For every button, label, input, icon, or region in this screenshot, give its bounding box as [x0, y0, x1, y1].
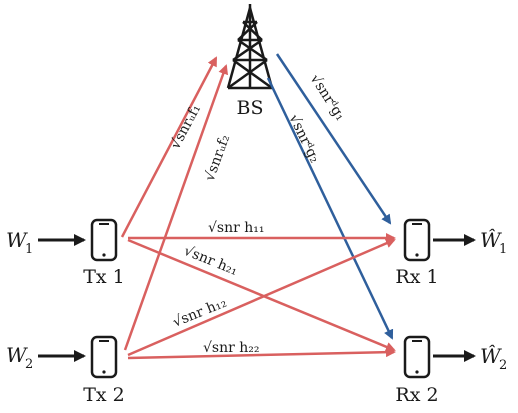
- uplink-links: [120, 56, 229, 351]
- downlink-links: [266, 53, 394, 340]
- channel-f2-label: √snrᵤf₂: [202, 133, 234, 184]
- message-w2: W 2: [6, 343, 86, 372]
- estimate-w2: Ŵ 2: [433, 344, 507, 373]
- channel-h11-label: √snr h₁₁: [208, 220, 265, 236]
- uplink-f2-arrow: [123, 64, 229, 351]
- downlink-g1-arrow: [275, 53, 392, 225]
- svg-text:1: 1: [25, 242, 33, 257]
- tx1-smartphone-icon: [90, 218, 118, 262]
- downlink-g2-arrow: [266, 77, 394, 340]
- svg-text:W: W: [6, 228, 28, 252]
- link-h22-arrow: [127, 347, 396, 360]
- message-w1: W 1: [6, 228, 86, 257]
- channel-g1-label: √snrᵈg₁: [307, 71, 349, 123]
- uplink-f1-arrow: [120, 56, 218, 238]
- tx2-smartphone-icon: [90, 335, 118, 379]
- svg-text:2: 2: [499, 358, 507, 373]
- tx1-label: Tx 1: [83, 266, 125, 288]
- svg-text:Ŵ: Ŵ: [480, 228, 502, 252]
- link-h21-arrow: [127, 238, 396, 352]
- estimate-w1: Ŵ 1: [433, 228, 507, 257]
- link-h12-arrow: [127, 238, 396, 357]
- bs-label: BS: [237, 97, 264, 119]
- rx2-smartphone-icon: [403, 335, 431, 379]
- rx1-label: Rx 1: [395, 266, 438, 288]
- svg-text:W: W: [6, 343, 28, 367]
- svg-text:1: 1: [499, 242, 507, 257]
- rx1-smartphone-icon: [403, 218, 431, 262]
- cell-tower-icon: [226, 4, 274, 90]
- rx2-label: Rx 2: [395, 384, 438, 406]
- svg-text:2: 2: [25, 357, 33, 372]
- svg-text:Ŵ: Ŵ: [480, 344, 502, 368]
- direct-links: [127, 233, 396, 360]
- tx2-label: Tx 2: [83, 384, 125, 406]
- channel-h22-label: √snr h₂₂: [203, 340, 260, 356]
- channel-g2-label: √snrᵈg₂: [285, 112, 322, 166]
